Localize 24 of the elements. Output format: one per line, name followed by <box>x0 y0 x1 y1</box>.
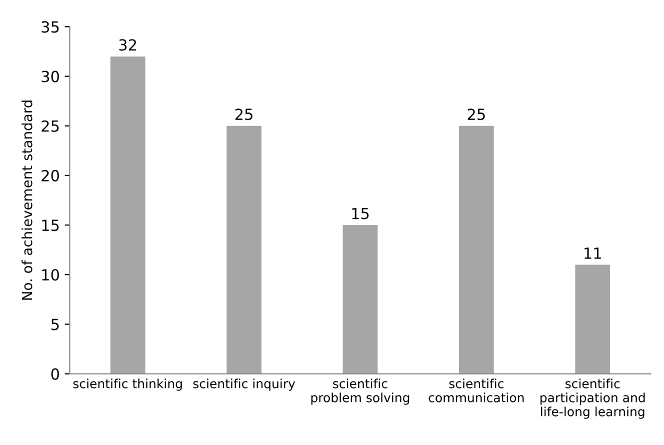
y-tick-label: 5 <box>51 318 59 330</box>
data-label: 11 <box>584 248 601 259</box>
x-tick-label: scientific thinking <box>73 378 182 391</box>
x-tick-label: scientific communication <box>428 378 524 402</box>
y-axis-title: No. of achievement standard <box>22 100 32 300</box>
y-tick-label: 10 <box>42 269 59 281</box>
x-tick-label: scientific problem solving <box>311 378 410 405</box>
y-tick-label: 0 <box>51 368 59 380</box>
x-tick-label: scientific inquiry <box>193 378 296 391</box>
y-tick-label: 30 <box>42 70 59 82</box>
y-tick-label: 25 <box>42 120 59 132</box>
data-label: 25 <box>235 108 252 120</box>
data-label: 15 <box>352 208 369 220</box>
data-label: 32 <box>119 39 136 51</box>
bar <box>342 225 378 374</box>
y-tick-label: 35 <box>42 21 59 33</box>
data-label: 25 <box>468 108 485 120</box>
x-tick-label: scientific participation and life-long learning <box>540 378 645 419</box>
y-tick-label: 15 <box>42 220 59 232</box>
bar <box>226 126 262 374</box>
y-tick-label: 20 <box>42 170 59 182</box>
bar <box>110 56 146 374</box>
bar <box>458 126 494 374</box>
bar <box>575 264 610 374</box>
